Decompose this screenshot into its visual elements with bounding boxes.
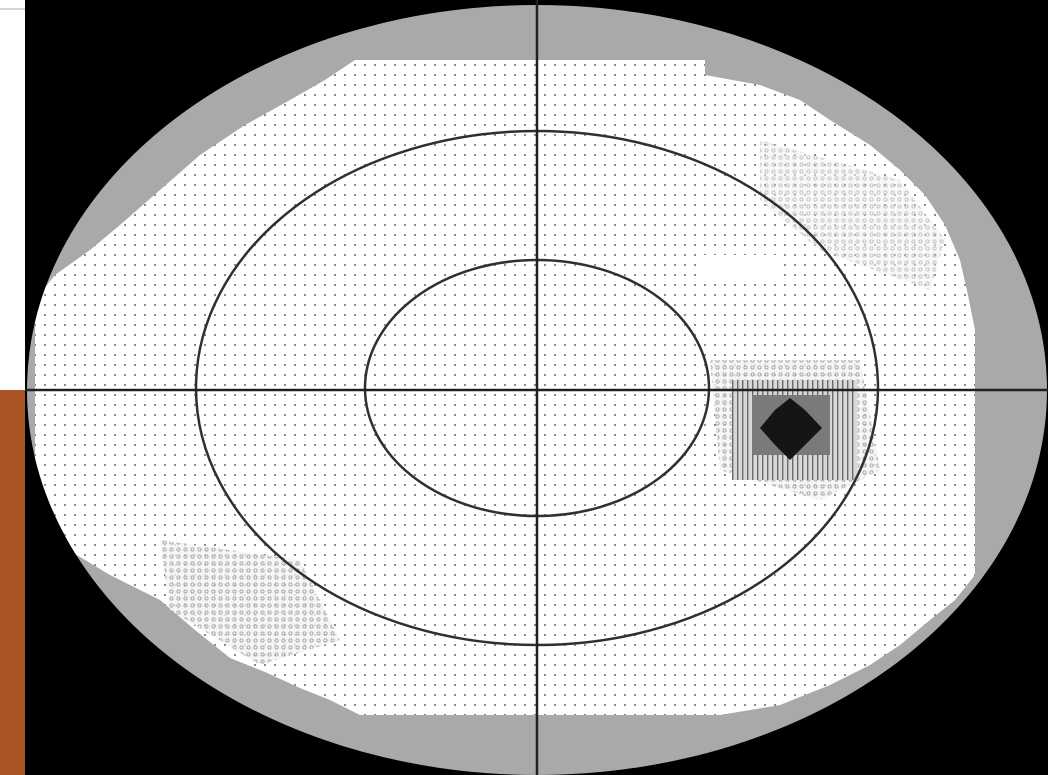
- scotoma-core: [760, 398, 822, 460]
- dot-grid: [35, 60, 975, 715]
- relative-depression: [160, 540, 340, 665]
- clear-patch: [700, 255, 780, 277]
- relative-depression: [760, 140, 945, 290]
- tested-region: [35, 60, 975, 715]
- right-edge: [1048, 0, 1058, 775]
- side-photo: [0, 390, 26, 775]
- side-photo-shade: [0, 390, 26, 775]
